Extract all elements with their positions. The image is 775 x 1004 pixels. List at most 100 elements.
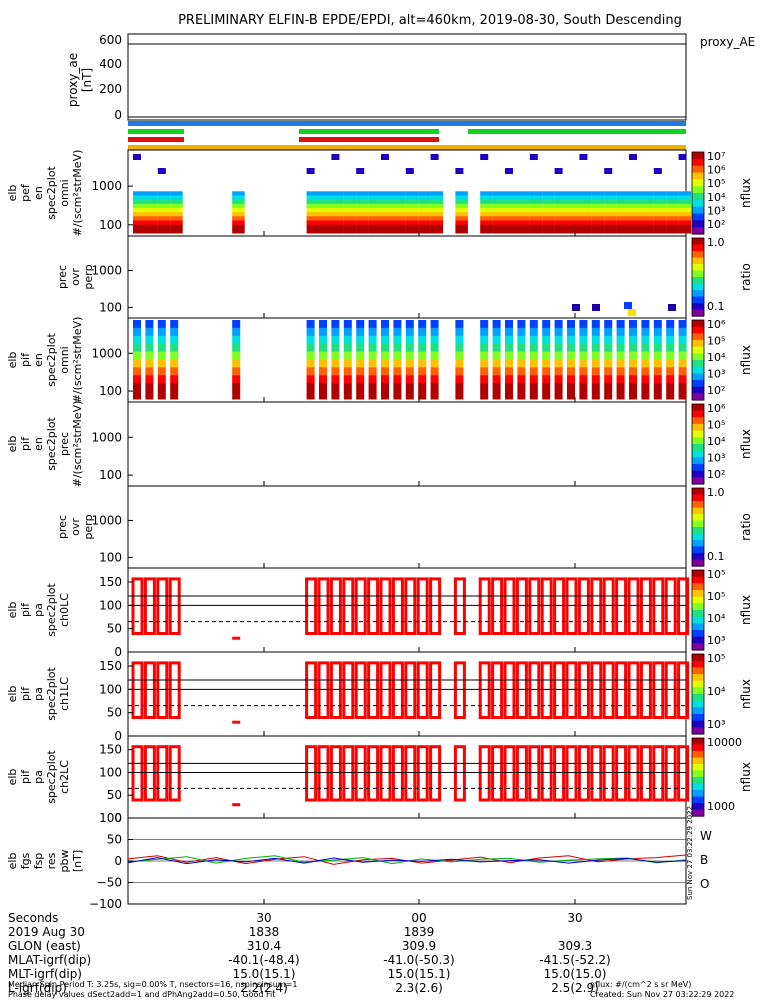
- footer-col2-v2: 309.3: [558, 939, 592, 953]
- colorbar-step: [692, 396, 704, 401]
- colorbar-step: [692, 254, 704, 259]
- pa-bin: [367, 577, 380, 636]
- spectrogram-cell: [145, 359, 154, 368]
- footer-col0-v5: 2.2(2.4): [240, 981, 288, 995]
- spectrogram-cell: [232, 216, 245, 221]
- status-bar-green-2: [299, 129, 439, 134]
- spectrogram-cell: [306, 191, 320, 196]
- ytick-elb-pif-pa-ch1LC-1: 100: [99, 682, 122, 696]
- spectrogram-cell: [604, 224, 617, 230]
- ytick-elb-fgs-res-pbw-3: −50: [97, 876, 122, 890]
- spectrogram-cell: [170, 343, 179, 353]
- spectrogram-cell: [604, 367, 613, 376]
- spectrogram-cell: [455, 375, 464, 384]
- spectrogram-cell: [306, 375, 315, 384]
- spectrogram-cell: [381, 199, 394, 205]
- proxy-ae-legend: proxy_AE: [700, 35, 755, 49]
- spectrogram-cell: [629, 216, 642, 221]
- colorbar-step: [692, 667, 704, 672]
- colorbar-step: [692, 474, 704, 478]
- pa-bin: [367, 745, 380, 802]
- pa-bin: [553, 745, 566, 802]
- colorbar-step: [692, 260, 704, 265]
- spectrogram-cell: [170, 216, 183, 221]
- spectrogram-cell: [492, 367, 501, 376]
- spectrogram-cell: [455, 199, 468, 205]
- colorbar-step: [692, 760, 704, 765]
- spectrogram-cell: [381, 212, 394, 217]
- spectrogram-cell: [554, 375, 563, 384]
- ylabel-elb-pif-pa-ch2LC-3: spec2plot: [45, 750, 58, 804]
- ratio-cell: [668, 304, 676, 311]
- spectrogram-cell: [356, 351, 365, 360]
- spectrogram-cell: [653, 208, 667, 213]
- colorbar-step: [692, 393, 704, 398]
- colorbar-step: [692, 704, 704, 708]
- spectrogram-cell: [492, 375, 501, 384]
- ytick-elb-fgs-res-pbw-0: 100: [99, 811, 122, 825]
- colorbar-step: [692, 514, 704, 518]
- ylabel-elb-pif-prec-1: pif: [19, 436, 32, 451]
- spectrogram-cell: [616, 199, 630, 205]
- pa-bin: [577, 577, 590, 636]
- spectrogram-cell: [567, 220, 580, 226]
- ylabel-elb-pif-pa-ch0LC-1: pif: [19, 602, 32, 617]
- spectrogram-cell: [157, 212, 171, 217]
- spectrogram-cell: [343, 203, 357, 209]
- spectrogram-cell: [678, 195, 692, 201]
- spectrogram-cell: [480, 343, 489, 353]
- spectrogram-cell: [133, 391, 141, 400]
- proxy-ae-ytick-0: 0: [114, 108, 122, 122]
- fgs-legend-o: O: [700, 877, 709, 891]
- colorbar-step: [692, 417, 704, 422]
- spectrogram-cell: [405, 391, 414, 400]
- spectrogram-cell: [567, 359, 575, 368]
- spectrogram-cell: [368, 203, 382, 209]
- spectrogram-cell: [579, 320, 588, 329]
- spectrogram-cell: [678, 199, 692, 205]
- spectrogram-cell: [529, 224, 543, 230]
- spectrogram-cell: [331, 191, 344, 196]
- spectrogram-cell: [343, 208, 357, 213]
- colorbar-step: [692, 480, 704, 485]
- spectrogram-cell: [629, 327, 637, 337]
- spectrogram-cell: [666, 195, 679, 201]
- spectrogram-cell: [616, 335, 625, 345]
- spectrogram-cell: [579, 208, 592, 213]
- pa-bin: [677, 745, 690, 802]
- spectrogram-cell: [579, 228, 592, 234]
- spectrogram-cell: [455, 224, 468, 230]
- ytick-elb-pif-pa-ch1LC-2: 50: [107, 706, 122, 720]
- colorbar-tick-elb-pef-omni-1: 10⁶: [707, 164, 726, 177]
- spectrogram-cell: [170, 391, 179, 400]
- spectrogram-cell: [405, 203, 419, 209]
- spectrogram-cell: [591, 351, 600, 360]
- spectrogram-cell: [666, 391, 675, 400]
- spectrogram-cell: [170, 351, 179, 360]
- pa-bin: [565, 661, 578, 720]
- colorbar-tick-elb-pef-omni-4: 10³: [707, 204, 725, 217]
- colorbar-step: [692, 777, 704, 781]
- colorbar-frame: [691, 403, 705, 485]
- spectrogram-cell: [666, 367, 675, 376]
- pa-bin: [429, 577, 442, 636]
- colorbar-step: [692, 603, 704, 608]
- spectrogram-cell: [319, 220, 332, 226]
- pa-bin: [317, 745, 330, 802]
- spectrogram-cell: [145, 199, 158, 205]
- pa-bin: [478, 745, 491, 802]
- colorbar-step: [692, 356, 704, 361]
- pa-bin: [491, 577, 504, 636]
- spectrogram-cell: [678, 335, 687, 345]
- spectrogram-cell: [591, 320, 600, 329]
- colorbar-step: [692, 553, 704, 557]
- pa-bin: [379, 745, 392, 802]
- spectrogram-cell: [505, 195, 518, 201]
- spectrogram-cell: [368, 359, 377, 368]
- spectrogram-cell: [393, 216, 406, 221]
- ylabel-elb-pif-pa-ch1LC-2: pa: [32, 687, 45, 701]
- ylabel-elb-fgs-res-pbw-0: elb: [6, 853, 19, 870]
- spectrogram-cell: [393, 391, 402, 400]
- colorbar-step: [692, 155, 704, 160]
